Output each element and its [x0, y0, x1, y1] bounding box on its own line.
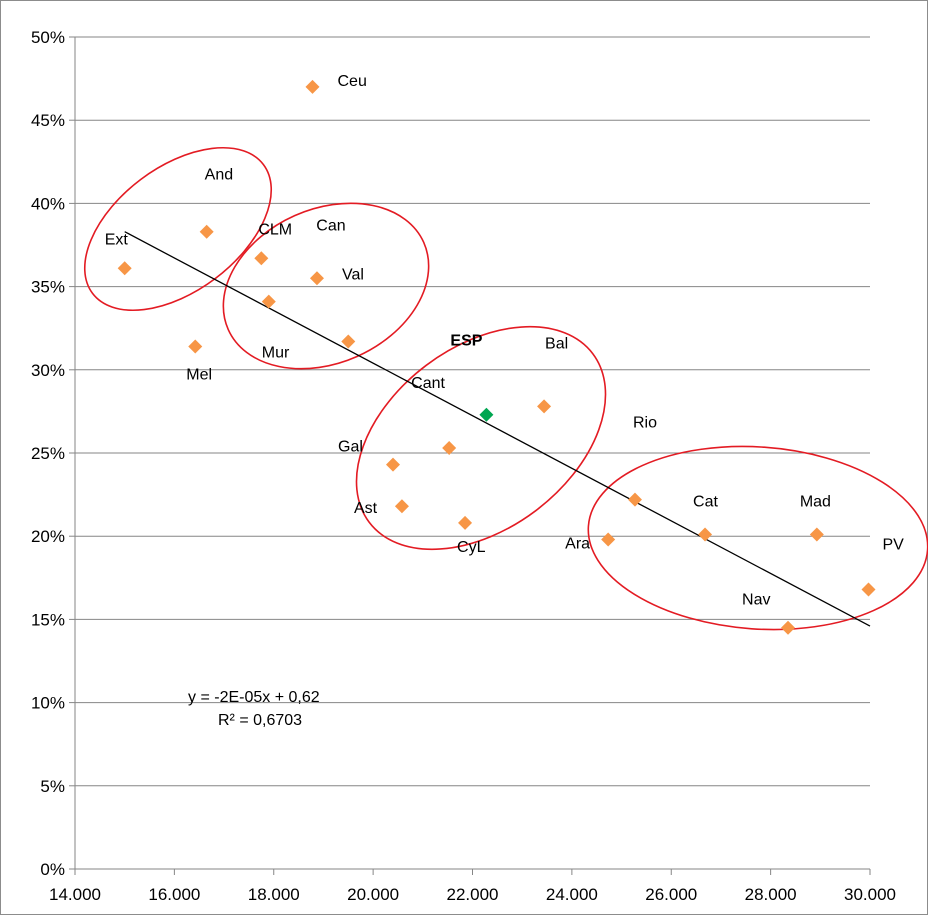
point-label-nav: Nav [742, 592, 770, 609]
x-tick-label: 22.000 [447, 885, 499, 904]
point-label-and: And [205, 167, 233, 184]
trendline-equation: y = -2E-05x + 0,62 [188, 689, 320, 706]
y-tick-label: 15% [31, 610, 65, 629]
trendline [124, 231, 871, 627]
data-point-clm [254, 251, 269, 266]
y-tick-label: 5% [40, 777, 65, 796]
y-tick-label: 30% [31, 361, 65, 380]
point-label-esp: ESP [450, 333, 482, 350]
x-tick-label: 16.000 [148, 885, 200, 904]
data-point-ext [117, 261, 132, 276]
data-point-val [309, 271, 324, 286]
x-tick-label: 24.000 [546, 885, 598, 904]
point-label-mad: Mad [800, 494, 831, 511]
x-tick-label: 20.000 [347, 885, 399, 904]
cluster-ellipse-center [222, 202, 430, 370]
y-tick-label: 50% [31, 28, 65, 47]
point-labels: Ext Mel And CLM Mur Ceu Val Can Gal Ast Cant CyL ESP… [105, 73, 904, 609]
point-label-ara: Ara [565, 536, 590, 553]
data-point-ceu [305, 79, 320, 94]
trendline-r-squared: R² = 0,6703 [218, 712, 302, 729]
data-points [117, 79, 876, 635]
point-label-pv: PV [883, 536, 905, 553]
data-point-bal [537, 399, 552, 414]
data-point-ast [394, 499, 409, 514]
x-tick-label: 30.000 [844, 885, 896, 904]
data-point-cant [442, 441, 457, 456]
cluster-ellipse-north [355, 325, 607, 551]
point-label-clm: CLM [258, 221, 292, 238]
cluster-ellipse-east [587, 445, 928, 631]
point-label-can: Can [316, 218, 345, 235]
data-point-nav [781, 620, 796, 635]
data-point-and [199, 224, 214, 239]
y-tick-label: 20% [31, 527, 65, 546]
point-label-ceu: Ceu [338, 73, 367, 90]
gridlines [69, 36, 871, 875]
point-label-ext: Ext [105, 231, 129, 248]
data-point-pv [861, 582, 876, 597]
data-point-mel [188, 339, 203, 354]
point-label-cat: Cat [693, 494, 718, 511]
point-label-bal: Bal [545, 335, 568, 352]
data-point-cat [698, 527, 713, 542]
data-point-can [341, 334, 356, 349]
axes [74, 37, 870, 870]
x-tick-label: 14.000 [49, 885, 101, 904]
point-label-mel: Mel [186, 367, 212, 384]
cluster-ellipse-west [83, 146, 273, 312]
point-label-gal: Gal [338, 439, 363, 456]
x-tick-labels: 14.000 16.000 18.000 20.000 22.000 24.000 26.0… [49, 885, 896, 904]
y-tick-label: 45% [31, 111, 65, 130]
x-tick-label: 28.000 [745, 885, 797, 904]
y-tick-label: 40% [31, 194, 65, 213]
y-tick-label: 35% [31, 278, 65, 297]
y-tick-label: 0% [40, 860, 65, 879]
point-label-rio: Rio [633, 415, 657, 432]
point-label-cyl: CyL [457, 539, 486, 556]
data-point-mur [261, 294, 276, 309]
point-label-cant: Cant [411, 375, 445, 392]
y-tick-label: 10% [31, 694, 65, 713]
data-point-cyl [458, 515, 473, 530]
data-point-esp [479, 407, 494, 422]
point-label-val: Val [342, 266, 364, 283]
x-tick-label: 18.000 [248, 885, 300, 904]
data-point-gal [386, 457, 400, 472]
data-point-rio [627, 492, 642, 507]
y-tick-label: 25% [31, 444, 65, 463]
y-tick-labels: 0% 5% 10% 15% 20% 25% 30% 35% 40% 45% 50% [31, 28, 65, 879]
point-label-mur: Mur [262, 345, 290, 362]
data-point-mad [809, 527, 824, 542]
x-tick-label: 26.000 [645, 885, 697, 904]
data-point-ara [601, 532, 616, 547]
point-label-ast: Ast [354, 500, 378, 517]
